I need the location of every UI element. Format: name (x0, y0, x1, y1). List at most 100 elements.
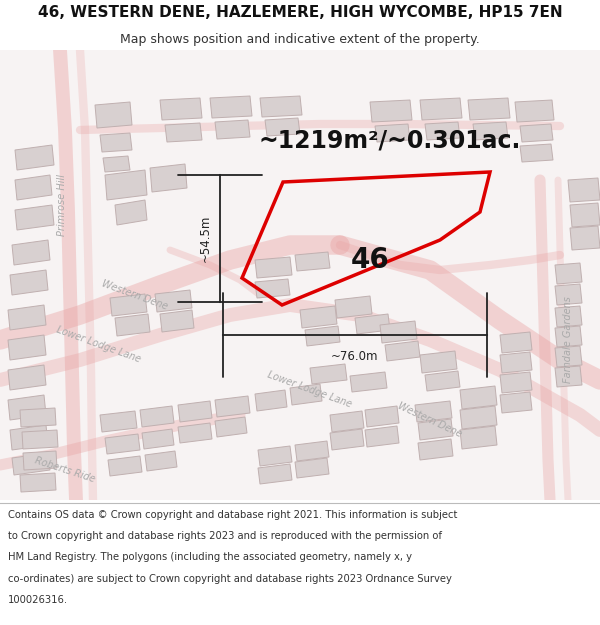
Polygon shape (425, 371, 460, 391)
Text: ~54.5m: ~54.5m (199, 215, 212, 262)
Text: to Crown copyright and database rights 2023 and is reproduced with the permissio: to Crown copyright and database rights 2… (8, 531, 442, 541)
Polygon shape (8, 335, 46, 360)
Polygon shape (500, 372, 532, 393)
Polygon shape (568, 178, 600, 202)
Polygon shape (15, 205, 54, 230)
Polygon shape (355, 314, 390, 334)
Polygon shape (555, 346, 582, 367)
Polygon shape (365, 426, 399, 447)
Polygon shape (570, 226, 600, 250)
Polygon shape (8, 305, 46, 330)
Polygon shape (12, 453, 50, 475)
Polygon shape (145, 451, 177, 471)
Polygon shape (420, 351, 457, 373)
Polygon shape (115, 200, 147, 225)
Text: 46, WESTERN DENE, HAZLEMERE, HIGH WYCOMBE, HP15 7EN: 46, WESTERN DENE, HAZLEMERE, HIGH WYCOMB… (38, 5, 562, 20)
Polygon shape (380, 321, 417, 343)
Polygon shape (468, 98, 510, 120)
Polygon shape (370, 100, 412, 122)
Polygon shape (258, 446, 292, 466)
Polygon shape (100, 133, 132, 152)
Polygon shape (108, 456, 142, 476)
Polygon shape (555, 284, 582, 305)
Polygon shape (178, 401, 212, 422)
Text: Roberts Ride: Roberts Ride (33, 456, 96, 484)
Polygon shape (115, 314, 150, 336)
Text: HM Land Registry. The polygons (including the associated geometry, namely x, y: HM Land Registry. The polygons (includin… (8, 552, 412, 562)
Polygon shape (375, 124, 410, 142)
Text: ~1219m²/~0.301ac.: ~1219m²/~0.301ac. (259, 128, 521, 152)
Polygon shape (305, 326, 340, 346)
Text: Lower Lodge Lane: Lower Lodge Lane (55, 325, 142, 365)
Polygon shape (500, 352, 532, 373)
Polygon shape (23, 451, 57, 470)
Polygon shape (418, 439, 453, 460)
Polygon shape (8, 365, 46, 390)
Polygon shape (260, 96, 302, 117)
Polygon shape (555, 366, 582, 387)
Polygon shape (15, 175, 52, 200)
Polygon shape (555, 263, 582, 284)
Polygon shape (215, 120, 250, 139)
Polygon shape (335, 296, 372, 318)
Polygon shape (295, 458, 329, 478)
Text: Primrose Hill: Primrose Hill (57, 174, 67, 236)
Polygon shape (215, 396, 250, 417)
Polygon shape (258, 464, 292, 484)
Polygon shape (103, 156, 130, 172)
Text: 46: 46 (350, 246, 389, 274)
Polygon shape (330, 411, 364, 432)
Polygon shape (473, 122, 508, 140)
Text: Lower Lodge Lane: Lower Lodge Lane (266, 370, 353, 410)
Polygon shape (210, 96, 252, 118)
Polygon shape (520, 144, 553, 162)
Polygon shape (215, 417, 247, 437)
Text: Farndale Gardens: Farndale Gardens (563, 296, 573, 383)
Polygon shape (425, 122, 460, 140)
Polygon shape (365, 406, 399, 427)
Text: Western Dene: Western Dene (397, 401, 464, 439)
Polygon shape (460, 406, 497, 429)
Polygon shape (142, 429, 174, 449)
Polygon shape (290, 384, 322, 405)
Polygon shape (555, 306, 582, 327)
Polygon shape (110, 294, 147, 316)
Polygon shape (350, 372, 387, 392)
Polygon shape (15, 145, 54, 170)
Polygon shape (22, 430, 58, 449)
Polygon shape (520, 124, 553, 142)
Text: Contains OS data © Crown copyright and database right 2021. This information is : Contains OS data © Crown copyright and d… (8, 510, 457, 520)
Polygon shape (10, 425, 48, 450)
Polygon shape (160, 310, 194, 332)
Text: Map shows position and indicative extent of the property.: Map shows position and indicative extent… (120, 32, 480, 46)
Polygon shape (105, 434, 140, 454)
Polygon shape (20, 473, 56, 492)
Polygon shape (255, 390, 287, 411)
Text: Western Dene: Western Dene (100, 278, 169, 312)
Polygon shape (385, 341, 420, 361)
Polygon shape (105, 170, 147, 200)
Polygon shape (460, 386, 497, 409)
Polygon shape (0, 50, 600, 500)
Polygon shape (295, 441, 329, 461)
Polygon shape (178, 423, 212, 443)
Polygon shape (265, 118, 300, 136)
Polygon shape (415, 401, 452, 422)
Polygon shape (500, 332, 532, 353)
Polygon shape (300, 306, 337, 328)
Polygon shape (330, 429, 364, 450)
Polygon shape (555, 326, 582, 347)
Polygon shape (20, 408, 56, 427)
Polygon shape (570, 203, 600, 227)
Polygon shape (310, 364, 347, 384)
Polygon shape (255, 257, 292, 278)
Text: co-ordinates) are subject to Crown copyright and database rights 2023 Ordnance S: co-ordinates) are subject to Crown copyr… (8, 574, 452, 584)
Polygon shape (160, 98, 202, 120)
Text: 100026316.: 100026316. (8, 595, 68, 605)
Polygon shape (515, 100, 554, 122)
Polygon shape (255, 279, 290, 298)
Polygon shape (295, 252, 330, 271)
Polygon shape (418, 419, 453, 440)
Text: ~76.0m: ~76.0m (331, 350, 379, 363)
Polygon shape (155, 290, 192, 312)
